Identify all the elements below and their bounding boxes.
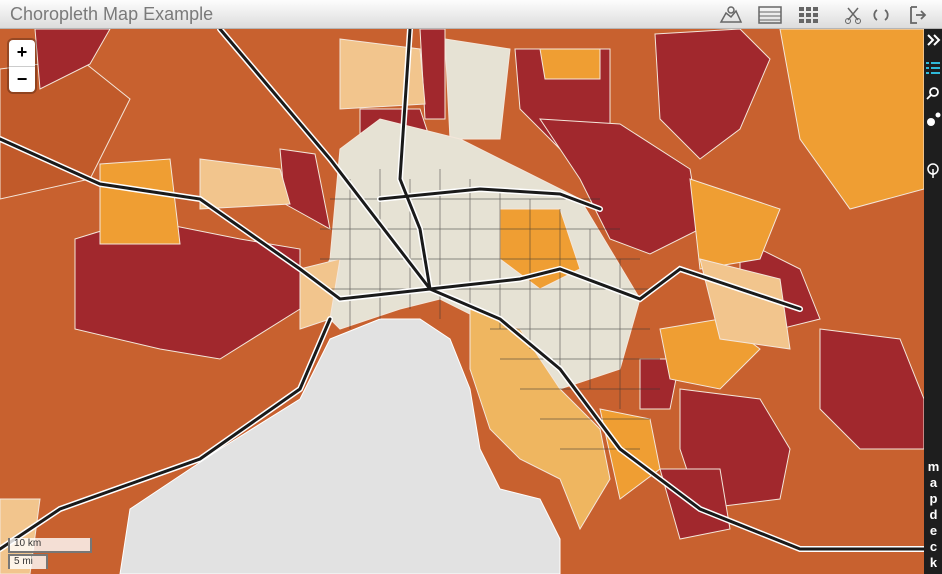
map-icon[interactable]	[718, 5, 744, 25]
bay	[119, 318, 561, 574]
collapse-icon[interactable]	[927, 34, 941, 46]
map[interactable]	[0, 29, 924, 574]
grid-icon[interactable]	[797, 5, 821, 25]
refresh-icon[interactable]	[871, 5, 891, 25]
brand: mapdeck	[926, 459, 941, 571]
highways	[0, 29, 924, 552]
cut-icon[interactable]	[843, 5, 863, 25]
broadcast-icon[interactable]	[927, 163, 939, 178]
sidebar: mapdeck	[924, 29, 942, 574]
sidebar-icons	[926, 34, 941, 178]
zoom-out[interactable]: −	[9, 66, 35, 92]
table-icon[interactable]	[757, 5, 783, 25]
streets	[320, 169, 660, 450]
zoom-control: + −	[9, 40, 35, 92]
settings-icon[interactable]	[927, 112, 941, 127]
search-icon[interactable]	[926, 87, 939, 100]
regions	[0, 29, 924, 574]
scale-imperial: 5 mi	[8, 554, 48, 569]
exit-icon[interactable]	[908, 5, 928, 25]
zoom-in[interactable]: +	[16, 42, 28, 62]
scale-metric: 10 km	[8, 538, 92, 553]
layers-icon[interactable]	[926, 62, 940, 74]
title: Choropleth Map Example	[10, 4, 214, 24]
header: Choropleth Map Example	[0, 0, 942, 29]
